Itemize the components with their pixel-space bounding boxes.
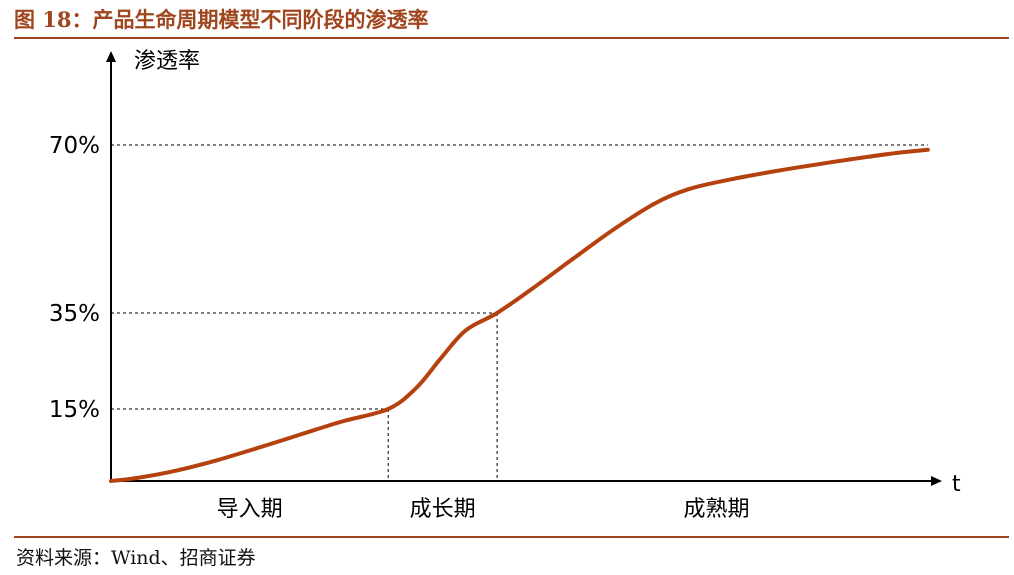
penetration-curve	[109, 147, 930, 483]
source-rule	[14, 536, 1009, 538]
y-axis-label: 渗透率	[134, 49, 200, 74]
stage-label: 成长期	[410, 497, 476, 522]
x-axis-label: t	[952, 472, 961, 497]
source-note: 资料来源：Wind、招商证券	[16, 547, 256, 569]
y-tick-label: 15%	[49, 397, 100, 423]
stage-label: 导入期	[217, 497, 283, 522]
title-rule	[14, 37, 1009, 39]
figure-title: 图 18：产品生命周期模型不同阶段的渗透率	[14, 7, 429, 32]
stage-label: 成熟期	[684, 497, 750, 522]
y-tick-label: 35%	[49, 301, 100, 327]
y-tick-label: 70%	[49, 133, 100, 159]
